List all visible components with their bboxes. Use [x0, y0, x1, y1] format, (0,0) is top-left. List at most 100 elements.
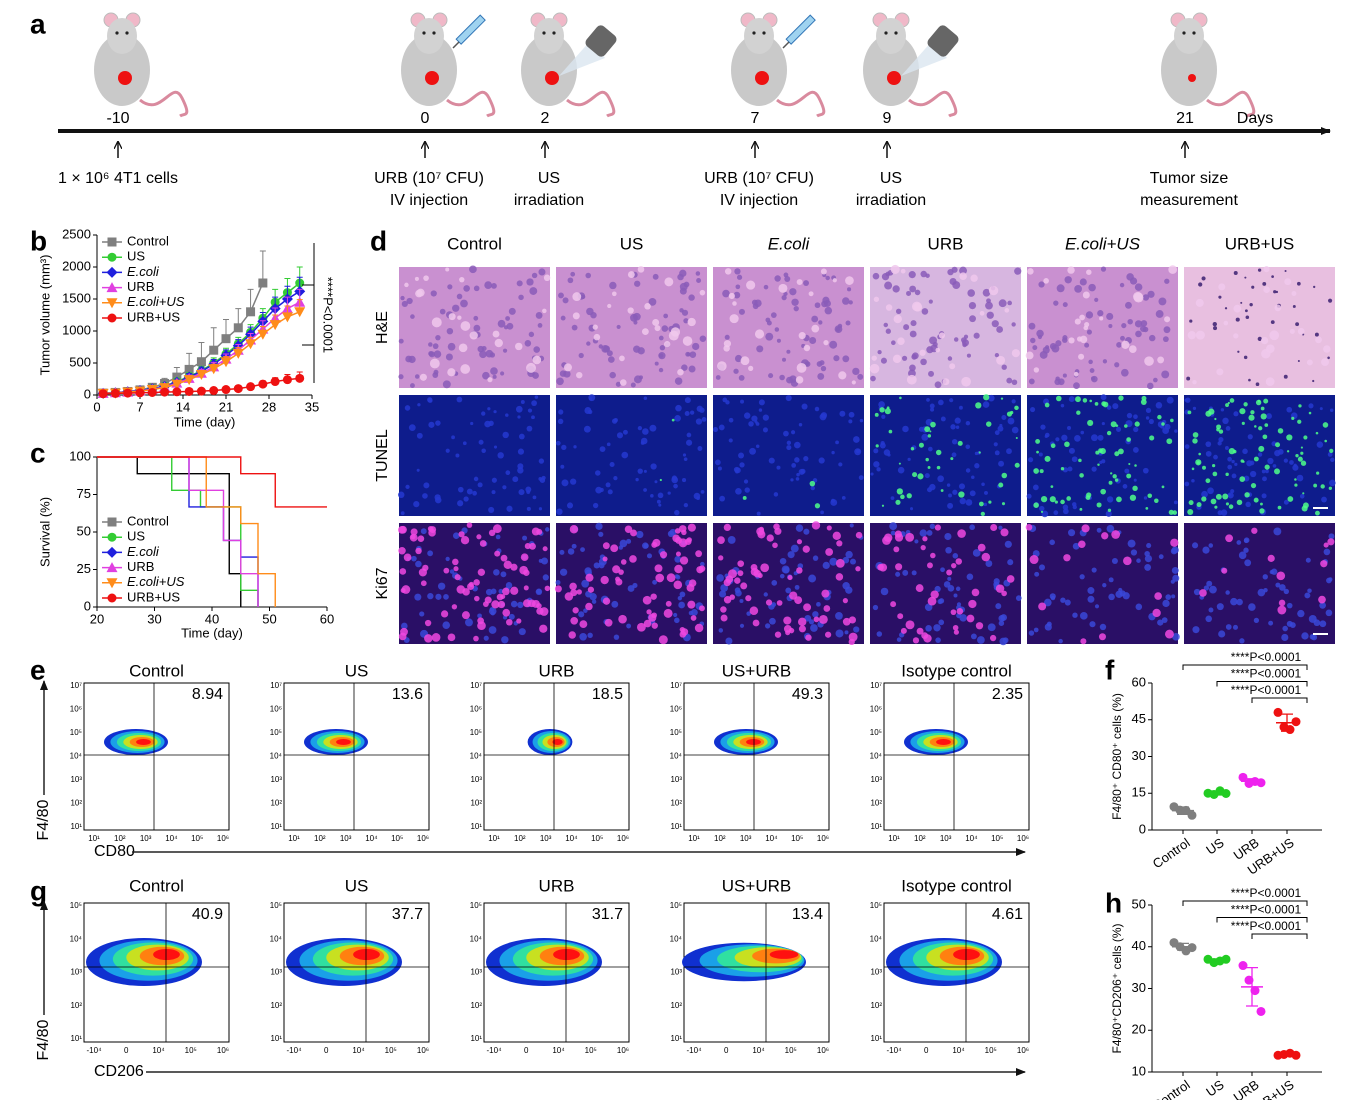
cell-dot	[900, 494, 905, 500]
cell-dot	[457, 486, 464, 493]
y-tick-label: 10¹	[70, 1034, 82, 1043]
cell-dot	[908, 271, 916, 279]
cell-dot	[796, 567, 803, 574]
cell-dot	[415, 289, 423, 298]
x-tick-label: 10⁴	[952, 1046, 965, 1055]
cell-dot	[592, 324, 598, 330]
cell-dot	[1212, 464, 1216, 468]
cell-dot	[874, 412, 879, 417]
cell-dot	[1248, 414, 1255, 421]
data-point	[1273, 707, 1283, 717]
cell-dot	[724, 268, 732, 275]
cell-dot	[1262, 434, 1268, 440]
cell-dot	[1201, 496, 1207, 502]
column-header: E.coli+US	[1065, 234, 1141, 253]
cell-dot	[795, 477, 800, 481]
cell-dot	[1062, 373, 1067, 378]
cell-dot	[491, 477, 497, 483]
cell-dot	[1044, 432, 1050, 438]
legend-label: E.coli+US	[127, 294, 185, 309]
cell-dot	[746, 280, 756, 290]
cell-dot	[1127, 539, 1136, 548]
cell-dot	[1195, 330, 1205, 340]
cell-dot	[1282, 625, 1288, 632]
plot-title: Isotype control	[901, 876, 1012, 895]
cell-dot	[959, 266, 967, 275]
cell-dot	[505, 413, 509, 417]
cell-dot	[835, 558, 845, 568]
cell-dot	[398, 338, 404, 344]
cell-dot	[937, 475, 945, 483]
x-tick-label: 10¹	[88, 834, 100, 843]
cell-dot	[1284, 278, 1292, 286]
micrograph-bg	[1027, 395, 1178, 516]
column-header: URB+US	[1225, 234, 1294, 253]
cell-dot	[630, 529, 637, 537]
cell-dot	[1294, 483, 1298, 487]
cell-dot	[517, 601, 524, 609]
cell-dot	[936, 465, 941, 470]
cell-dot	[1171, 594, 1176, 599]
cell-dot	[769, 617, 776, 625]
cell-dot	[1066, 496, 1071, 501]
x-tick-label: 10⁶	[217, 1046, 229, 1055]
x-tick-label: 20	[90, 611, 104, 626]
y-tick-label: 1000	[62, 322, 91, 337]
cell-dot	[1260, 406, 1265, 411]
cell-dot	[1108, 480, 1113, 485]
cell-dot	[1153, 377, 1158, 383]
cell-dot	[1145, 407, 1152, 414]
cell-dot	[892, 285, 900, 293]
cell-dot	[1202, 546, 1210, 554]
cell-dot	[694, 623, 704, 633]
cell-dot	[987, 394, 995, 402]
cell-dot	[986, 421, 992, 427]
cell-dot	[492, 524, 502, 534]
density-contour	[953, 948, 980, 961]
panel-label: h	[1105, 887, 1122, 918]
cell-dot	[696, 278, 702, 283]
cell-dot	[1147, 290, 1155, 298]
cell-dot	[1225, 472, 1229, 477]
cell-dot	[1122, 592, 1130, 600]
density-contour	[136, 739, 151, 745]
cell-dot	[1011, 322, 1016, 327]
cell-dot	[539, 624, 548, 633]
cell-dot	[555, 440, 561, 446]
cell-dot	[1124, 468, 1130, 474]
cell-dot	[927, 465, 931, 469]
cell-dot	[677, 273, 684, 281]
cell-dot	[652, 538, 661, 547]
cell-dot	[457, 315, 462, 320]
cell-dot	[613, 417, 618, 423]
cell-dot	[536, 607, 544, 615]
cell-dot	[1056, 284, 1065, 293]
cell-dot	[1270, 320, 1275, 325]
cell-dot	[567, 277, 574, 284]
cell-dot	[1116, 342, 1122, 348]
cell-dot	[1208, 408, 1215, 415]
cell-dot	[902, 569, 909, 576]
cell-dot	[718, 628, 724, 633]
mouse-body	[94, 34, 150, 106]
cell-dot	[1193, 588, 1201, 596]
cell-dot	[1241, 421, 1245, 425]
y-tick-label: 10⁴	[70, 934, 83, 943]
cell-dot	[808, 291, 814, 297]
cell-dot	[890, 496, 895, 500]
cell-dot	[587, 632, 593, 639]
quadrant-value: 49.3	[792, 686, 823, 703]
cell-dot	[1283, 588, 1290, 595]
cell-dot	[1228, 504, 1234, 509]
cell-dot	[720, 606, 727, 613]
cell-dot	[748, 421, 754, 427]
cell-dot	[921, 433, 929, 441]
cell-dot	[881, 414, 886, 419]
cell-dot	[1134, 464, 1137, 467]
cell-dot	[1236, 499, 1243, 506]
cell-dot	[1040, 496, 1048, 503]
cell-dot	[1140, 325, 1147, 332]
cell-dot	[796, 539, 803, 545]
cell-dot	[463, 285, 470, 292]
cell-dot	[1140, 320, 1148, 327]
